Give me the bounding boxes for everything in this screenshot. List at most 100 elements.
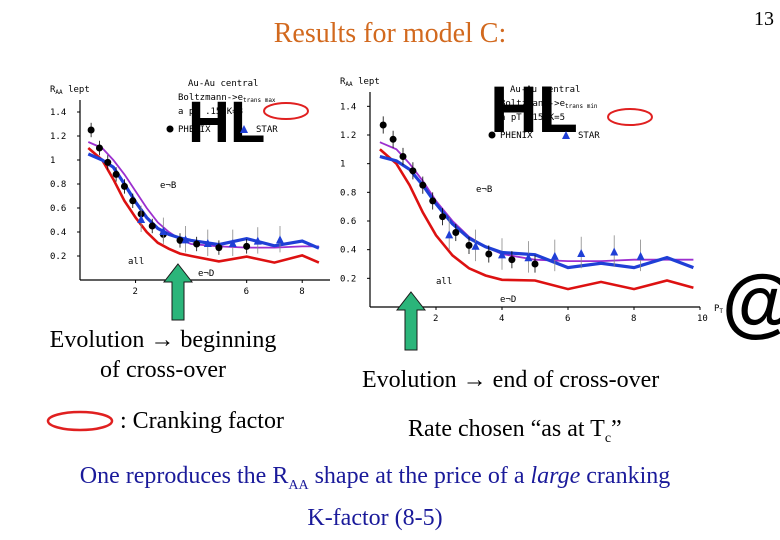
legend-line-3: a pT .15 K=5 [500, 113, 565, 123]
phenix-point [485, 250, 493, 258]
y-tick-label: 0.8 [50, 180, 66, 190]
phenix-point [389, 135, 397, 143]
phenix-legend-marker [166, 125, 174, 133]
k-factor-oval [263, 102, 309, 120]
y-tick-label: 0.2 [340, 274, 356, 284]
star-point [276, 235, 284, 244]
bottom-line2: K-factor (8-5) [307, 504, 443, 531]
phenix-point [104, 158, 112, 166]
phenix-point [452, 228, 460, 236]
y-tick-label: 0.4 [340, 246, 356, 256]
curve-label: e¬B [160, 181, 176, 191]
phenix-point [379, 121, 387, 129]
x-tick-label: 8 [299, 287, 304, 297]
phenix-point [193, 240, 201, 248]
star-point [524, 253, 533, 262]
star-point [181, 235, 190, 244]
star-point [550, 251, 559, 260]
cranking-legend: : Cranking factor [120, 408, 284, 434]
right-arrow-icon [395, 291, 427, 351]
y-axis-label: RAA lept [50, 85, 90, 96]
star-legend-marker [240, 125, 248, 133]
x-tick-label: 2 [433, 314, 438, 324]
bottom-post: cranking [580, 463, 671, 489]
phenix-point [409, 167, 417, 175]
slide-number: 13 [754, 8, 774, 30]
phenix-point [112, 170, 120, 178]
x-tick-label: 2 [133, 287, 138, 297]
phenix-point [148, 222, 156, 230]
legend-line-1: Au-Au central [510, 85, 580, 95]
y-tick-label: 1.2 [340, 131, 356, 141]
curve-label: e¬D [500, 295, 516, 305]
y-tick-label: 1.2 [50, 132, 66, 142]
legend-line-2: Boltzmann->etrans min [500, 99, 598, 110]
phenix-point [439, 213, 447, 221]
bottom-line1: One reproduces the RAA shape at the pric… [0, 460, 750, 502]
y-tick-label: 1 [50, 156, 55, 166]
slide-title: Results for model C: [273, 18, 507, 49]
phenix-point [508, 256, 516, 264]
series-line-all [379, 141, 694, 262]
star-legend-label: STAR [256, 125, 278, 135]
legend-line-1: Au-Au central [188, 79, 258, 89]
star-point [253, 236, 262, 245]
phenix-point [95, 144, 103, 152]
star-point [445, 230, 454, 239]
phenix-point [465, 241, 473, 249]
star-point [577, 248, 586, 257]
phenix-legend-label: PHENIX [500, 131, 533, 141]
bottom-pre: One reproduces the R [79, 463, 289, 489]
y-tick-label: 1 [340, 160, 345, 170]
x-tick-label: 6 [244, 287, 249, 297]
x-tick-label: 10 [697, 314, 708, 324]
curve-label: all [128, 257, 144, 267]
phenix-point [129, 197, 137, 205]
curve-label: all [436, 277, 452, 287]
phenix-point [399, 153, 407, 160]
curve-label: e¬D [198, 269, 214, 279]
curve-label: e¬B [476, 185, 492, 195]
series-line-eB [87, 152, 320, 250]
series-line-eD [379, 148, 694, 291]
phenix-legend-label: PHENIX [178, 125, 211, 135]
phenix-point [429, 197, 437, 205]
y-axis-label-suffix: lept [63, 85, 90, 95]
left-arrow-icon [162, 263, 194, 321]
y-tick-label: 0.6 [340, 217, 356, 227]
star-point [228, 239, 237, 247]
star-point [159, 227, 168, 235]
bottom-statement: One reproduces the RAA shape at the pric… [0, 460, 750, 534]
y-tick-label: 1.4 [340, 102, 356, 112]
series-line-all [87, 141, 319, 249]
left-caption: Evolution → beginning of cross-over [28, 325, 298, 385]
phenix-point [120, 182, 128, 190]
x-tick-label: 4 [499, 314, 504, 324]
rate-text-sub: c [604, 430, 612, 446]
series-line-eB [379, 154, 694, 270]
rate-text-main: Rate chosen “as at T [408, 416, 605, 442]
phenix-point [215, 244, 223, 252]
rate-text-end: ” [611, 416, 622, 442]
k-factor-oval [607, 108, 653, 126]
y-tick-label: 0.4 [50, 228, 66, 238]
legend-line-2: Boltzmann->etrans max [178, 93, 276, 104]
star-point [137, 215, 146, 223]
legend-line-3: a pT .15 K=8 [178, 107, 243, 117]
left-caption-line2: of cross-over [100, 357, 226, 383]
rate-text: Rate chosen “as at Tc” [408, 414, 622, 454]
star-point [203, 239, 212, 247]
phenix-point [419, 181, 427, 189]
hl-logo: HL [490, 72, 578, 146]
bottom-sub: AA [288, 477, 309, 493]
hl-logo: HL [188, 90, 265, 155]
y-tick-label: 1.4 [50, 108, 66, 118]
y-tick-label: 0.2 [50, 252, 66, 262]
y-tick-label: 0.6 [50, 204, 66, 214]
legend-line-2-sub: trans max [243, 97, 276, 104]
x-tick-label: 6 [565, 314, 570, 324]
phenix-point [243, 242, 251, 250]
bottom-italic: large [530, 463, 581, 489]
left-caption-line1: Evolution → beginning [49, 327, 277, 353]
star-point [471, 241, 480, 250]
